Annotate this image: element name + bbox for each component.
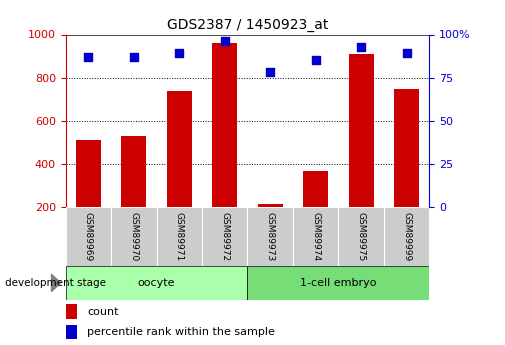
Text: development stage: development stage (5, 278, 106, 288)
Text: GSM89971: GSM89971 (175, 212, 184, 261)
Bar (66, 304, 77, 319)
Bar (121, 136, 146, 207)
Bar (338, 207, 384, 266)
Bar (303, 171, 328, 207)
Point (221, 39, 229, 44)
Bar (66, 207, 111, 266)
Text: oocyte: oocyte (138, 278, 175, 288)
Bar (76, 140, 101, 207)
Point (266, 70, 274, 75)
Point (84, 54, 92, 60)
Point (175, 51, 183, 56)
Bar (66, 266, 247, 300)
Text: GSM89969: GSM89969 (84, 212, 93, 261)
Text: 1-cell embryo: 1-cell embryo (300, 278, 377, 288)
Title: GDS2387 / 1450923_at: GDS2387 / 1450923_at (167, 18, 328, 32)
Text: GSM89973: GSM89973 (266, 212, 275, 261)
Bar (247, 207, 293, 266)
Text: GSM89999: GSM89999 (402, 212, 411, 261)
Text: GSM89970: GSM89970 (129, 212, 138, 261)
Bar (384, 207, 429, 266)
Bar (202, 207, 247, 266)
Text: count: count (87, 307, 119, 317)
Polygon shape (52, 274, 61, 292)
Point (357, 44, 365, 49)
Bar (167, 90, 192, 207)
Text: GSM89975: GSM89975 (357, 212, 366, 261)
Bar (394, 89, 419, 207)
Bar (66, 325, 77, 339)
Text: percentile rank within the sample: percentile rank within the sample (87, 327, 275, 337)
Point (402, 51, 411, 56)
Bar (157, 207, 202, 266)
Text: GSM89972: GSM89972 (220, 212, 229, 261)
Text: GSM89974: GSM89974 (311, 212, 320, 261)
Point (312, 58, 320, 63)
Point (130, 54, 138, 60)
Bar (348, 54, 374, 207)
Bar (111, 207, 157, 266)
Bar (212, 43, 237, 207)
Bar (293, 207, 338, 266)
Bar (247, 266, 429, 300)
Bar (258, 204, 283, 207)
